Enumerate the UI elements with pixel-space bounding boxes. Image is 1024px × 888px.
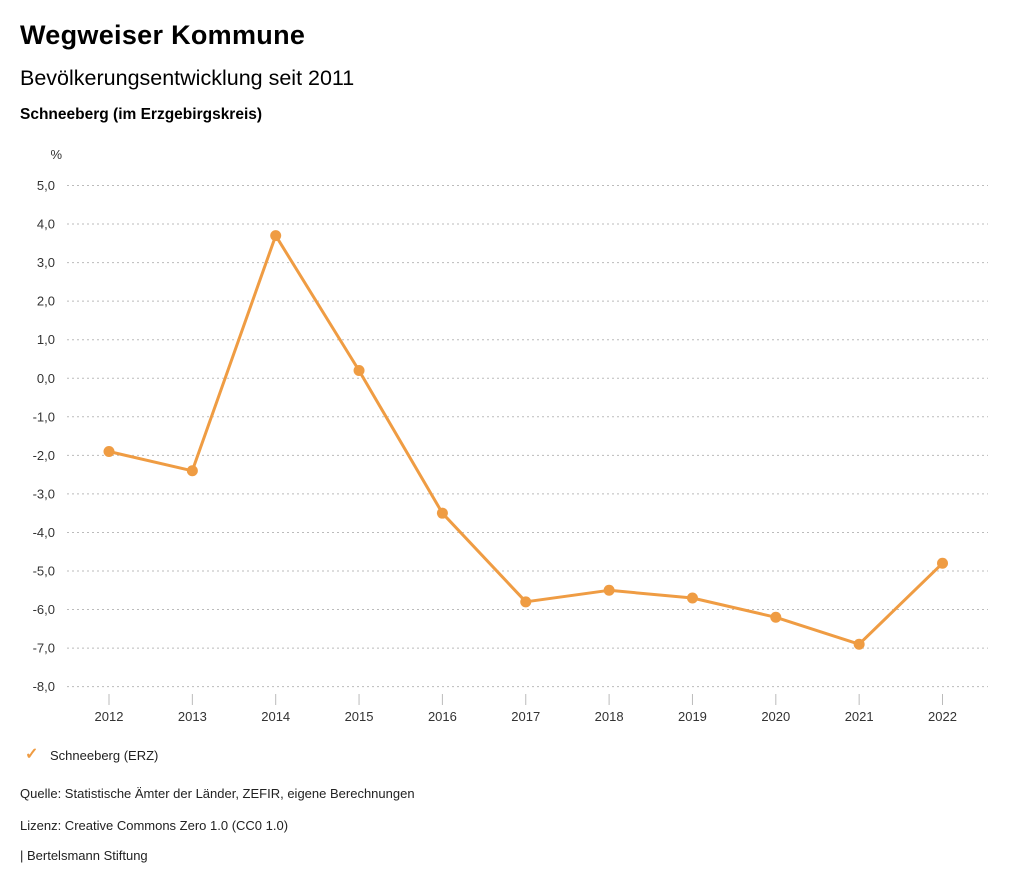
y-axis-tick-label: 2,0	[37, 294, 55, 309]
data-point-2021[interactable]	[853, 638, 865, 650]
y-axis-tick-label: -3,0	[33, 486, 55, 501]
attribution-text: | Bertelsmann Stiftung	[20, 848, 148, 863]
y-axis-tick-label: 1,0	[37, 332, 55, 347]
page-title: Wegweiser Kommune	[20, 20, 306, 50]
chart-title: Bevölkerungsentwicklung seit 2011	[20, 66, 355, 90]
data-point-2022[interactable]	[937, 557, 948, 569]
y-axis-tick-label: -8,0	[33, 679, 55, 694]
x-axis-label: 2012	[95, 709, 124, 724]
y-axis-tick-label: -4,0	[33, 525, 55, 540]
y-axis-unit-label: %	[50, 147, 62, 162]
y-axis-tick-label: -1,0	[33, 409, 55, 424]
line-chart: % 5,0 4,0 3,0 2,0 1,0 0,0 -1,0 -2,0 -3,0 -4,0 -5,0 -…	[33, 147, 988, 724]
series-line	[107, 234, 944, 646]
data-point-2017[interactable]	[520, 596, 532, 608]
y-axis-tick-label: -7,0	[33, 641, 55, 656]
data-point-2015[interactable]	[353, 365, 365, 377]
y-axis-tick-label: -2,0	[33, 448, 55, 463]
x-axis-label: 2017	[511, 709, 540, 724]
data-point-2020[interactable]	[770, 611, 782, 623]
y-axis-tick-label: -6,0	[33, 602, 55, 617]
y-axis-tick-label: 5,0	[37, 178, 55, 193]
legend-label: Schneeberg (ERZ)	[50, 747, 159, 763]
data-point-2013[interactable]	[186, 465, 198, 477]
y-axis-tick-label: 0,0	[37, 371, 55, 386]
chart-region-subtitle: Schneeberg (im Erzgebirgskreis)	[20, 106, 263, 123]
x-axis-label: 2020	[761, 709, 790, 724]
legend[interactable]: ✓ Schneeberg (ERZ)	[25, 746, 158, 764]
x-axis-label: 2022	[928, 709, 957, 724]
x-axis-label: 2013	[178, 709, 207, 724]
y-axis-tick-label: 4,0	[37, 217, 55, 232]
x-axis-label: 2014	[261, 709, 290, 724]
license-text: Lizenz: Creative Commons Zero 1.0 (CC0 1…	[20, 818, 289, 833]
data-point-2018[interactable]	[603, 584, 615, 596]
data-point-2016[interactable]	[436, 507, 448, 519]
data-point-2012[interactable]	[103, 445, 115, 457]
data-point-2014[interactable]	[270, 230, 282, 242]
data-point-2019[interactable]	[686, 592, 698, 604]
y-axis-tick-label: 3,0	[37, 255, 55, 270]
x-axis-label: 2021	[845, 709, 874, 724]
x-axis-label: 2018	[595, 709, 624, 724]
legend-check-icon: ✓	[25, 746, 39, 763]
source-text: Quelle: Statistische Ämter der Länder, Z…	[20, 786, 415, 801]
x-axis-label: 2015	[345, 709, 374, 724]
x-axis-label: 2016	[428, 709, 457, 724]
x-axis-label: 2019	[678, 709, 707, 724]
y-axis-tick-label: -5,0	[33, 564, 55, 579]
